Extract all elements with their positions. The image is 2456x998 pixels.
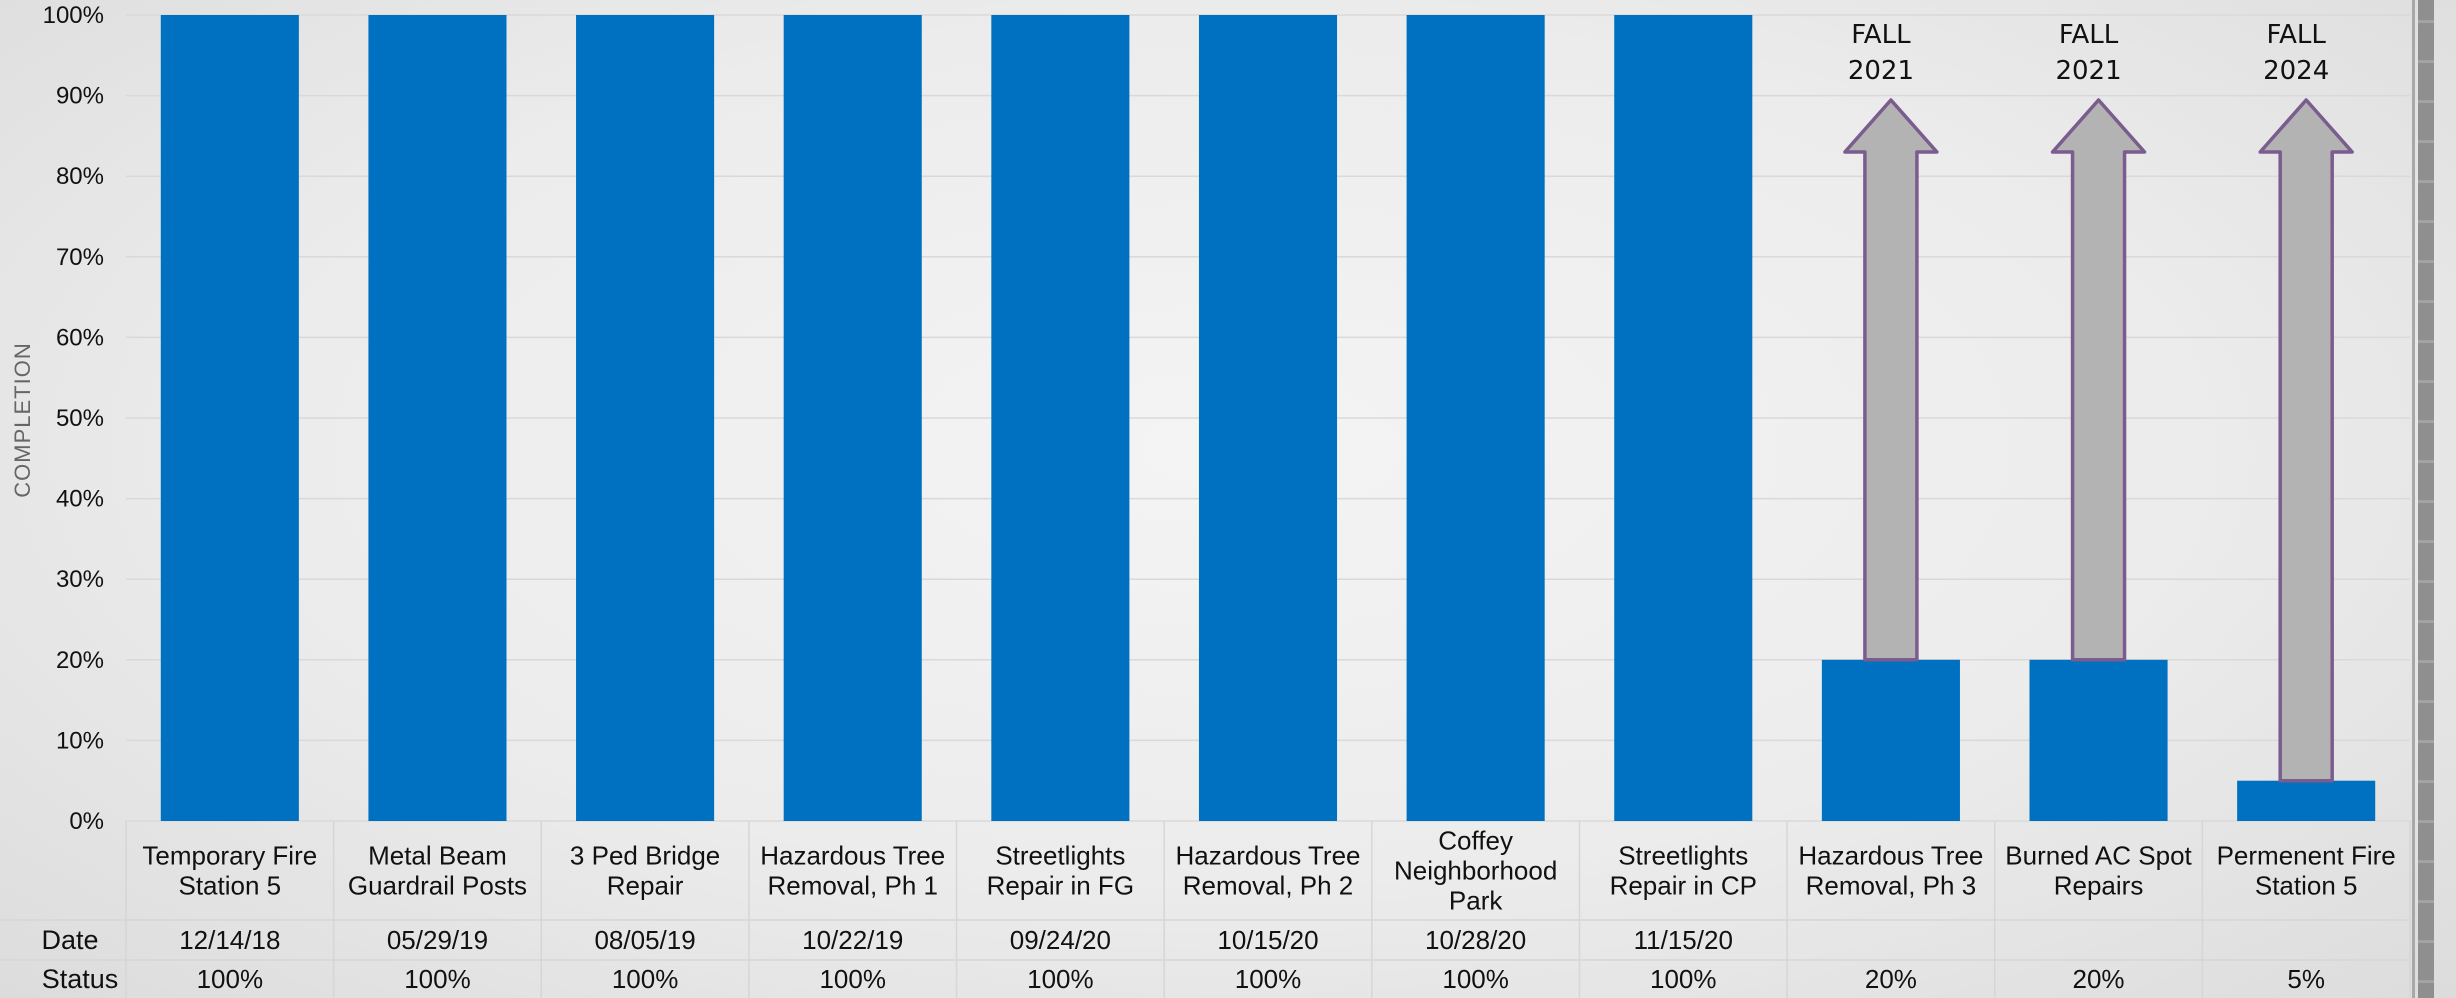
date-cell: 08/05/19 (594, 925, 695, 955)
date-cell: 10/28/20 (1425, 925, 1526, 955)
right-edge-tick (2418, 60, 2434, 63)
status-cell: 100% (1235, 964, 1302, 994)
right-edge-tick (2418, 140, 2434, 143)
y-axis-ticks: 0% 10% 20% 30% 40% 50% 60% 70% 80% 90% 100% (43, 2, 104, 835)
status-cell: 100% (819, 964, 886, 994)
right-edge-line (2412, 0, 2415, 998)
category-label: Hazardous Tree Removal, Ph 3 (1798, 841, 1983, 901)
y-tick-label: 100% (43, 2, 104, 29)
right-edge-tick (2418, 380, 2434, 383)
y-axis-label: COMPLETION (10, 342, 35, 497)
status-cell: 100% (404, 964, 471, 994)
right-edge-tick (2418, 820, 2434, 823)
progress-arrows: FALL 2021 FALL 2021 FALL 2024 (1843, 20, 2354, 783)
target-date-annotation: FALL 2021 (1848, 20, 1914, 86)
bar (2029, 659, 2168, 821)
bar (2237, 780, 2376, 821)
y-tick-label: 70% (56, 244, 104, 271)
table-row-label-date: Date (41, 925, 98, 955)
bar (1614, 15, 1753, 821)
category-label: Coffey Neighborhood Park (1394, 826, 1557, 916)
up-arrow (2258, 98, 2354, 783)
right-edge-tick (2418, 940, 2434, 943)
status-cell: 100% (197, 964, 264, 994)
bars (160, 15, 2376, 821)
status-cell: 100% (1442, 964, 1509, 994)
right-edge-tick (2418, 860, 2434, 863)
y-tick-label: 30% (56, 566, 104, 593)
bar (160, 15, 299, 821)
bar (576, 15, 715, 821)
bar (783, 15, 922, 821)
right-edge-tick (2418, 980, 2434, 983)
status-cell: 20% (2073, 964, 2125, 994)
right-edge-tick (2418, 420, 2434, 423)
y-tick-label: 80% (56, 163, 104, 190)
date-cell: 11/15/20 (1634, 925, 1733, 955)
status-cell: 100% (1650, 964, 1717, 994)
date-cell: 10/15/20 (1217, 925, 1318, 955)
y-tick-label: 50% (56, 405, 104, 432)
right-edge-tick (2418, 900, 2434, 903)
target-date-annotation: FALL 2024 (2263, 20, 2329, 86)
category-label: Streetlights Repair in CP (1610, 841, 1757, 901)
right-edge-tick (2418, 580, 2434, 583)
category-label: Hazardous Tree Removal, Ph 1 (760, 841, 945, 901)
y-tick-label: 40% (56, 486, 104, 513)
category-label: Hazardous Tree Removal, Ph 2 (1176, 841, 1361, 901)
right-edge-band (2418, 0, 2434, 998)
table-row-label-status: Status (42, 964, 119, 994)
right-edge-tick (2418, 500, 2434, 503)
up-arrow (2050, 98, 2147, 662)
right-edge-tick (2418, 300, 2434, 303)
right-edge-tick (2418, 340, 2434, 343)
right-edge-tick (2418, 660, 2434, 663)
date-cell: 12/14/18 (179, 925, 280, 955)
right-edge-bar (2412, 0, 2434, 998)
bar (368, 15, 507, 821)
right-edge-tick (2418, 740, 2434, 743)
category-label: 3 Ped Bridge Repair (570, 841, 720, 901)
right-edge-tick (2418, 220, 2434, 223)
bar (1198, 15, 1338, 821)
data-table: Date Status Temporary Fire Station 5 12/14/1… (0, 821, 2411, 998)
category-label: Metal Beam Guardrail Posts (348, 841, 527, 901)
right-edge-tick (2418, 180, 2434, 183)
target-date-annotation: FALL 2021 (2055, 20, 2121, 86)
right-edge-tick (2418, 620, 2434, 623)
y-tick-label: 0% (69, 808, 104, 835)
status-cell: 100% (1027, 964, 1094, 994)
y-tick-label: 20% (56, 647, 104, 674)
category-label: Burned AC Spot Repairs (2005, 841, 2192, 901)
right-edge-tick (2418, 100, 2434, 103)
up-arrow (1843, 98, 1939, 662)
right-edge-tick (2418, 780, 2434, 783)
bar (1821, 659, 1960, 821)
category-label: Temporary Fire Station 5 (142, 841, 317, 901)
date-cell: 09/24/20 (1010, 925, 1111, 955)
date-cell: 10/22/19 (802, 925, 903, 955)
right-edge-tick (2418, 460, 2434, 463)
status-cell: 20% (1865, 964, 1917, 994)
bar (991, 15, 1130, 821)
right-edge-tick (2418, 260, 2434, 263)
y-tick-label: 90% (56, 83, 104, 110)
category-label: Streetlights Repair in FG (987, 841, 1134, 901)
category-label: Permenent Fire Station 5 (2217, 841, 2396, 901)
status-cell: 100% (612, 964, 679, 994)
right-edge-tick (2418, 700, 2434, 703)
right-edge-tick (2418, 20, 2434, 23)
date-cell: 05/29/19 (387, 925, 488, 955)
bar (1406, 15, 1545, 821)
y-tick-label: 10% (56, 727, 104, 754)
right-edge-tick (2418, 540, 2434, 543)
status-cell: 5% (2287, 964, 2325, 994)
y-tick-label: 60% (56, 324, 104, 351)
